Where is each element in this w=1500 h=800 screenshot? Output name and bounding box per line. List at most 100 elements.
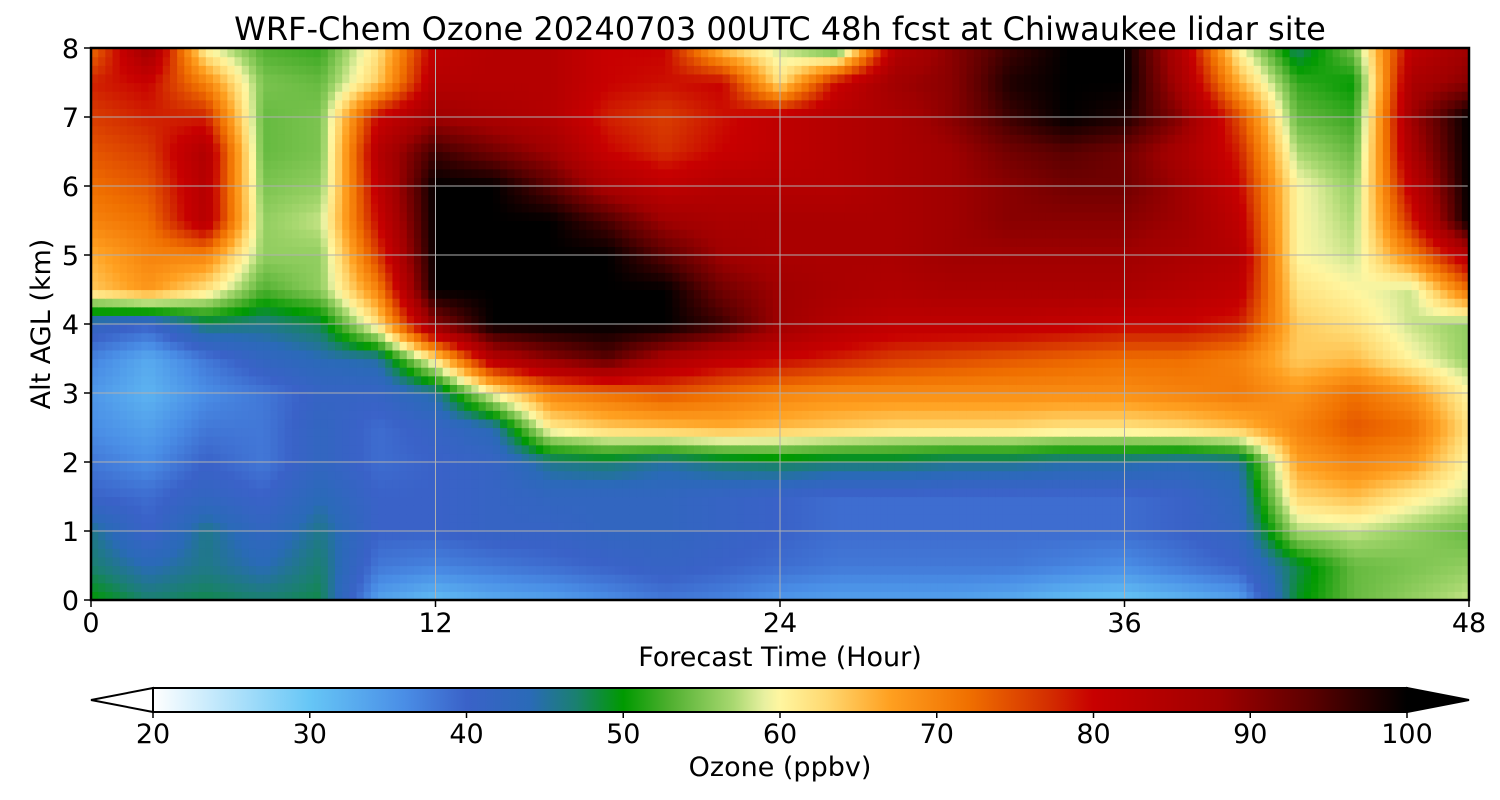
heatmap-cell — [1239, 418, 1248, 429]
heatmap-cell — [708, 453, 717, 463]
heatmap-cell — [169, 565, 178, 575]
heatmap-cell — [1167, 401, 1176, 411]
heatmap-cell — [593, 574, 602, 584]
heatmap-cell — [650, 418, 659, 429]
heatmap-cell — [471, 565, 480, 575]
heatmap-cell — [356, 479, 365, 489]
heatmap-cell — [485, 436, 494, 446]
heatmap-cell — [184, 410, 193, 420]
heatmap-cell — [722, 513, 731, 523]
heatmap-cell — [198, 453, 207, 463]
heatmap-cell — [607, 384, 616, 394]
heatmap-cell — [220, 436, 228, 446]
heatmap-cell — [765, 384, 774, 394]
heatmap-cell — [607, 470, 616, 480]
heatmap-cell — [1368, 548, 1377, 558]
heatmap-cell — [227, 522, 236, 532]
heatmap-cell — [1318, 453, 1327, 463]
heatmap-cell — [995, 531, 1004, 541]
heatmap-cell — [471, 487, 480, 498]
heatmap-cell — [1260, 479, 1269, 489]
heatmap-cell — [579, 427, 587, 437]
heatmap-cell — [866, 487, 874, 498]
heatmap-cell — [1454, 401, 1463, 411]
heatmap-cell — [521, 556, 530, 567]
heatmap-cell — [213, 375, 221, 385]
heatmap-cell — [1332, 453, 1341, 463]
heatmap-cell — [1217, 548, 1226, 558]
heatmap-cell — [335, 522, 343, 532]
heatmap-cell — [119, 479, 128, 489]
heatmap-cell — [320, 375, 329, 385]
heatmap-cell — [112, 418, 121, 429]
heatmap-cell — [1260, 548, 1269, 558]
heatmap-cell — [866, 513, 874, 523]
heatmap-cell — [636, 539, 645, 549]
heatmap-cell — [550, 487, 559, 498]
heatmap-cell — [1296, 427, 1305, 437]
heatmap-cell — [241, 574, 250, 584]
heatmap-cell — [1260, 574, 1269, 584]
heatmap-cell — [543, 505, 551, 515]
heatmap-cell — [485, 548, 494, 558]
heatmap-cell — [1095, 531, 1104, 541]
heatmap-cell — [966, 522, 975, 532]
heatmap-cell — [636, 496, 645, 506]
heatmap-cell — [650, 375, 659, 385]
heatmap-cell — [693, 505, 702, 515]
heatmap-cell — [586, 565, 594, 575]
heatmap-cell — [1167, 574, 1176, 584]
heatmap-cell — [894, 531, 903, 541]
heatmap-cell — [1146, 384, 1154, 394]
heatmap-cell — [1081, 522, 1090, 532]
heatmap-cell — [902, 487, 910, 498]
heatmap-cell — [335, 410, 343, 420]
heatmap-cell — [1153, 505, 1161, 515]
heatmap-cell — [435, 444, 444, 454]
heatmap-cell — [1375, 487, 1384, 498]
heatmap-cell — [392, 410, 401, 420]
heatmap-cell — [1052, 565, 1061, 575]
heatmap-cell — [241, 522, 250, 532]
heatmap-cell — [744, 539, 752, 549]
heatmap-cell — [1246, 470, 1255, 480]
heatmap-cell — [1296, 522, 1305, 532]
heatmap-cell — [320, 462, 329, 472]
heatmap-cell — [485, 418, 494, 429]
heatmap-cell — [1031, 582, 1039, 592]
heatmap-cell — [858, 393, 867, 403]
heatmap-cell — [234, 505, 243, 515]
heatmap-cell — [801, 582, 810, 592]
heatmap-cell — [1332, 375, 1341, 385]
heatmap-cell — [1332, 539, 1341, 549]
heatmap-cell — [1346, 436, 1355, 446]
heatmap-cell — [528, 487, 537, 498]
heatmap-cell — [299, 401, 307, 411]
heatmap-cell — [148, 591, 157, 600]
heatmap-cell — [478, 436, 487, 446]
heatmap-cell — [1339, 418, 1348, 429]
heatmap-cell — [701, 393, 709, 403]
heatmap-cell — [1002, 444, 1011, 454]
heatmap-cell — [744, 453, 752, 463]
heatmap-cell — [1275, 496, 1283, 506]
heatmap-cell — [1339, 393, 1348, 403]
heatmap-cell — [442, 384, 451, 394]
heatmap-cell — [514, 496, 523, 506]
heatmap-cell — [894, 401, 903, 411]
heatmap-cell — [909, 556, 917, 567]
heatmap-cell — [657, 556, 666, 567]
heatmap-cell — [715, 418, 724, 429]
heatmap-cell — [320, 384, 329, 394]
heatmap-cell — [1189, 470, 1197, 480]
heatmap-cell — [1339, 444, 1348, 454]
heatmap-cell — [1189, 505, 1197, 515]
heatmap-cell — [902, 444, 910, 454]
heatmap-cell — [112, 384, 121, 394]
heatmap-cell — [327, 479, 336, 489]
heatmap-cell — [91, 384, 99, 394]
heatmap-cell — [887, 556, 896, 567]
heatmap-cell — [1081, 565, 1090, 575]
heatmap-cell — [105, 591, 114, 600]
heatmap-cell — [679, 574, 688, 584]
